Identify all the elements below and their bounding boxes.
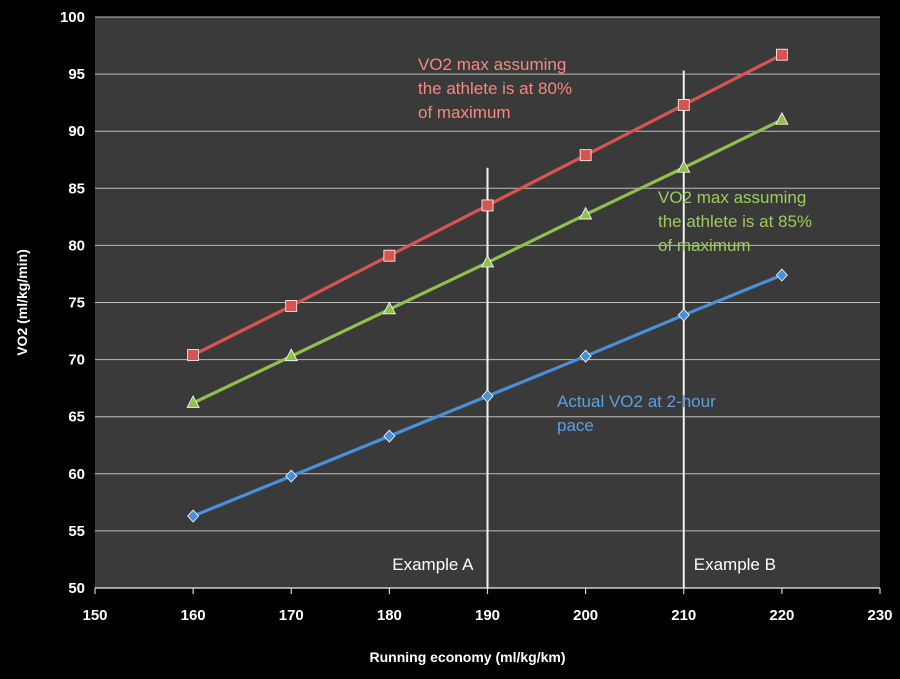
x-axis-title: Running economy (ml/kg/km) [369,649,565,665]
data-point [187,509,200,523]
y-tick-label: 60 [68,466,85,483]
annotation-line: of maximum [418,103,511,122]
y-axis-title: VO2 (ml/kg/min) [14,249,30,356]
data-point [579,149,592,162]
series-annotation: VO2 max assuming the athlete is at 80% of … [418,55,572,122]
data-point [578,206,593,220]
series-annotation: Actual VO2 at 2-hour pace [557,392,716,435]
x-tick-label: 150 [82,607,107,624]
data-point [285,469,298,483]
y-tick-label: 95 [68,66,85,83]
y-tick-label: 50 [68,580,85,597]
annotation-line: Actual VO2 at 2-hour [557,392,716,411]
data-point [187,349,200,361]
data-point [382,301,397,315]
data-point [579,349,592,363]
x-tick-label: 180 [377,607,402,624]
data-point [481,389,494,403]
x-tick-label: 230 [867,607,892,624]
x-tick-label: 160 [181,607,206,624]
example-label: Example B [694,555,776,574]
data-point [383,249,396,262]
vline-layer: Example A Example B [392,70,776,588]
example-label: Example A [392,555,474,574]
y-tick-label: 80 [68,237,85,254]
data-point [480,254,495,268]
data-point [775,268,788,282]
y-tick-label: 85 [68,180,85,197]
data-point [677,159,691,173]
data-point [284,348,298,362]
y-tick-label: 65 [68,409,85,426]
data-point [677,99,690,111]
y-tick-label: 100 [60,9,85,26]
annotation-line: VO2 max assuming [658,188,806,207]
y-tick-label: 55 [68,523,85,540]
annotation-layer: VO2 max assuming the athlete is at 80% of … [418,55,812,435]
y-tick-label: 75 [68,295,85,312]
data-point [775,111,789,125]
x-tick-label: 170 [279,607,304,624]
y-tick-label: 90 [68,123,85,140]
y-tick-label: 70 [68,352,85,369]
series-annotation: VO2 max assuming the athlete is at 85% of … [658,188,812,255]
annotation-line: of maximum [658,236,751,255]
annotation-line: VO2 max assuming [418,55,566,74]
data-point [383,429,396,443]
data-point [677,308,690,322]
data-point [481,199,494,212]
annotation-line: pace [557,416,594,435]
data-point [285,300,298,312]
x-tick-label: 220 [769,607,794,624]
data-point [186,395,200,408]
series-layer [186,48,789,523]
x-tick-label: 210 [671,607,696,624]
x-tick-label: 190 [475,607,500,624]
annotation-line: the athlete is at 80% [418,79,572,98]
x-tick-label: 200 [573,607,598,624]
data-point [775,48,788,61]
annotation-line: the athlete is at 85% [658,212,812,231]
tick-layer: 50 55 60 65 70 75 80 85 90 95 100 150 160 170 180 190 20… [60,9,893,624]
